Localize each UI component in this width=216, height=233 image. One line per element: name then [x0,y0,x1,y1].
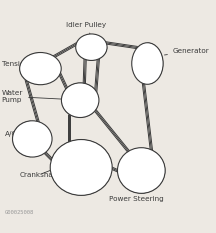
Text: Power Steering: Power Steering [109,189,164,202]
Ellipse shape [132,43,163,84]
Text: Idler Pulley: Idler Pulley [66,22,106,35]
Ellipse shape [118,148,165,193]
Ellipse shape [76,34,107,60]
Text: A/C: A/C [5,131,17,137]
Ellipse shape [20,52,61,85]
Text: Water
Pump: Water Pump [2,90,61,103]
Text: G00025008: G00025008 [5,210,34,215]
Text: Crankshaft: Crankshaft [20,171,59,178]
Ellipse shape [13,121,52,157]
Ellipse shape [61,83,99,117]
Text: Generator: Generator [164,48,210,55]
Text: Tensioner: Tensioner [2,61,36,67]
Ellipse shape [50,140,112,195]
